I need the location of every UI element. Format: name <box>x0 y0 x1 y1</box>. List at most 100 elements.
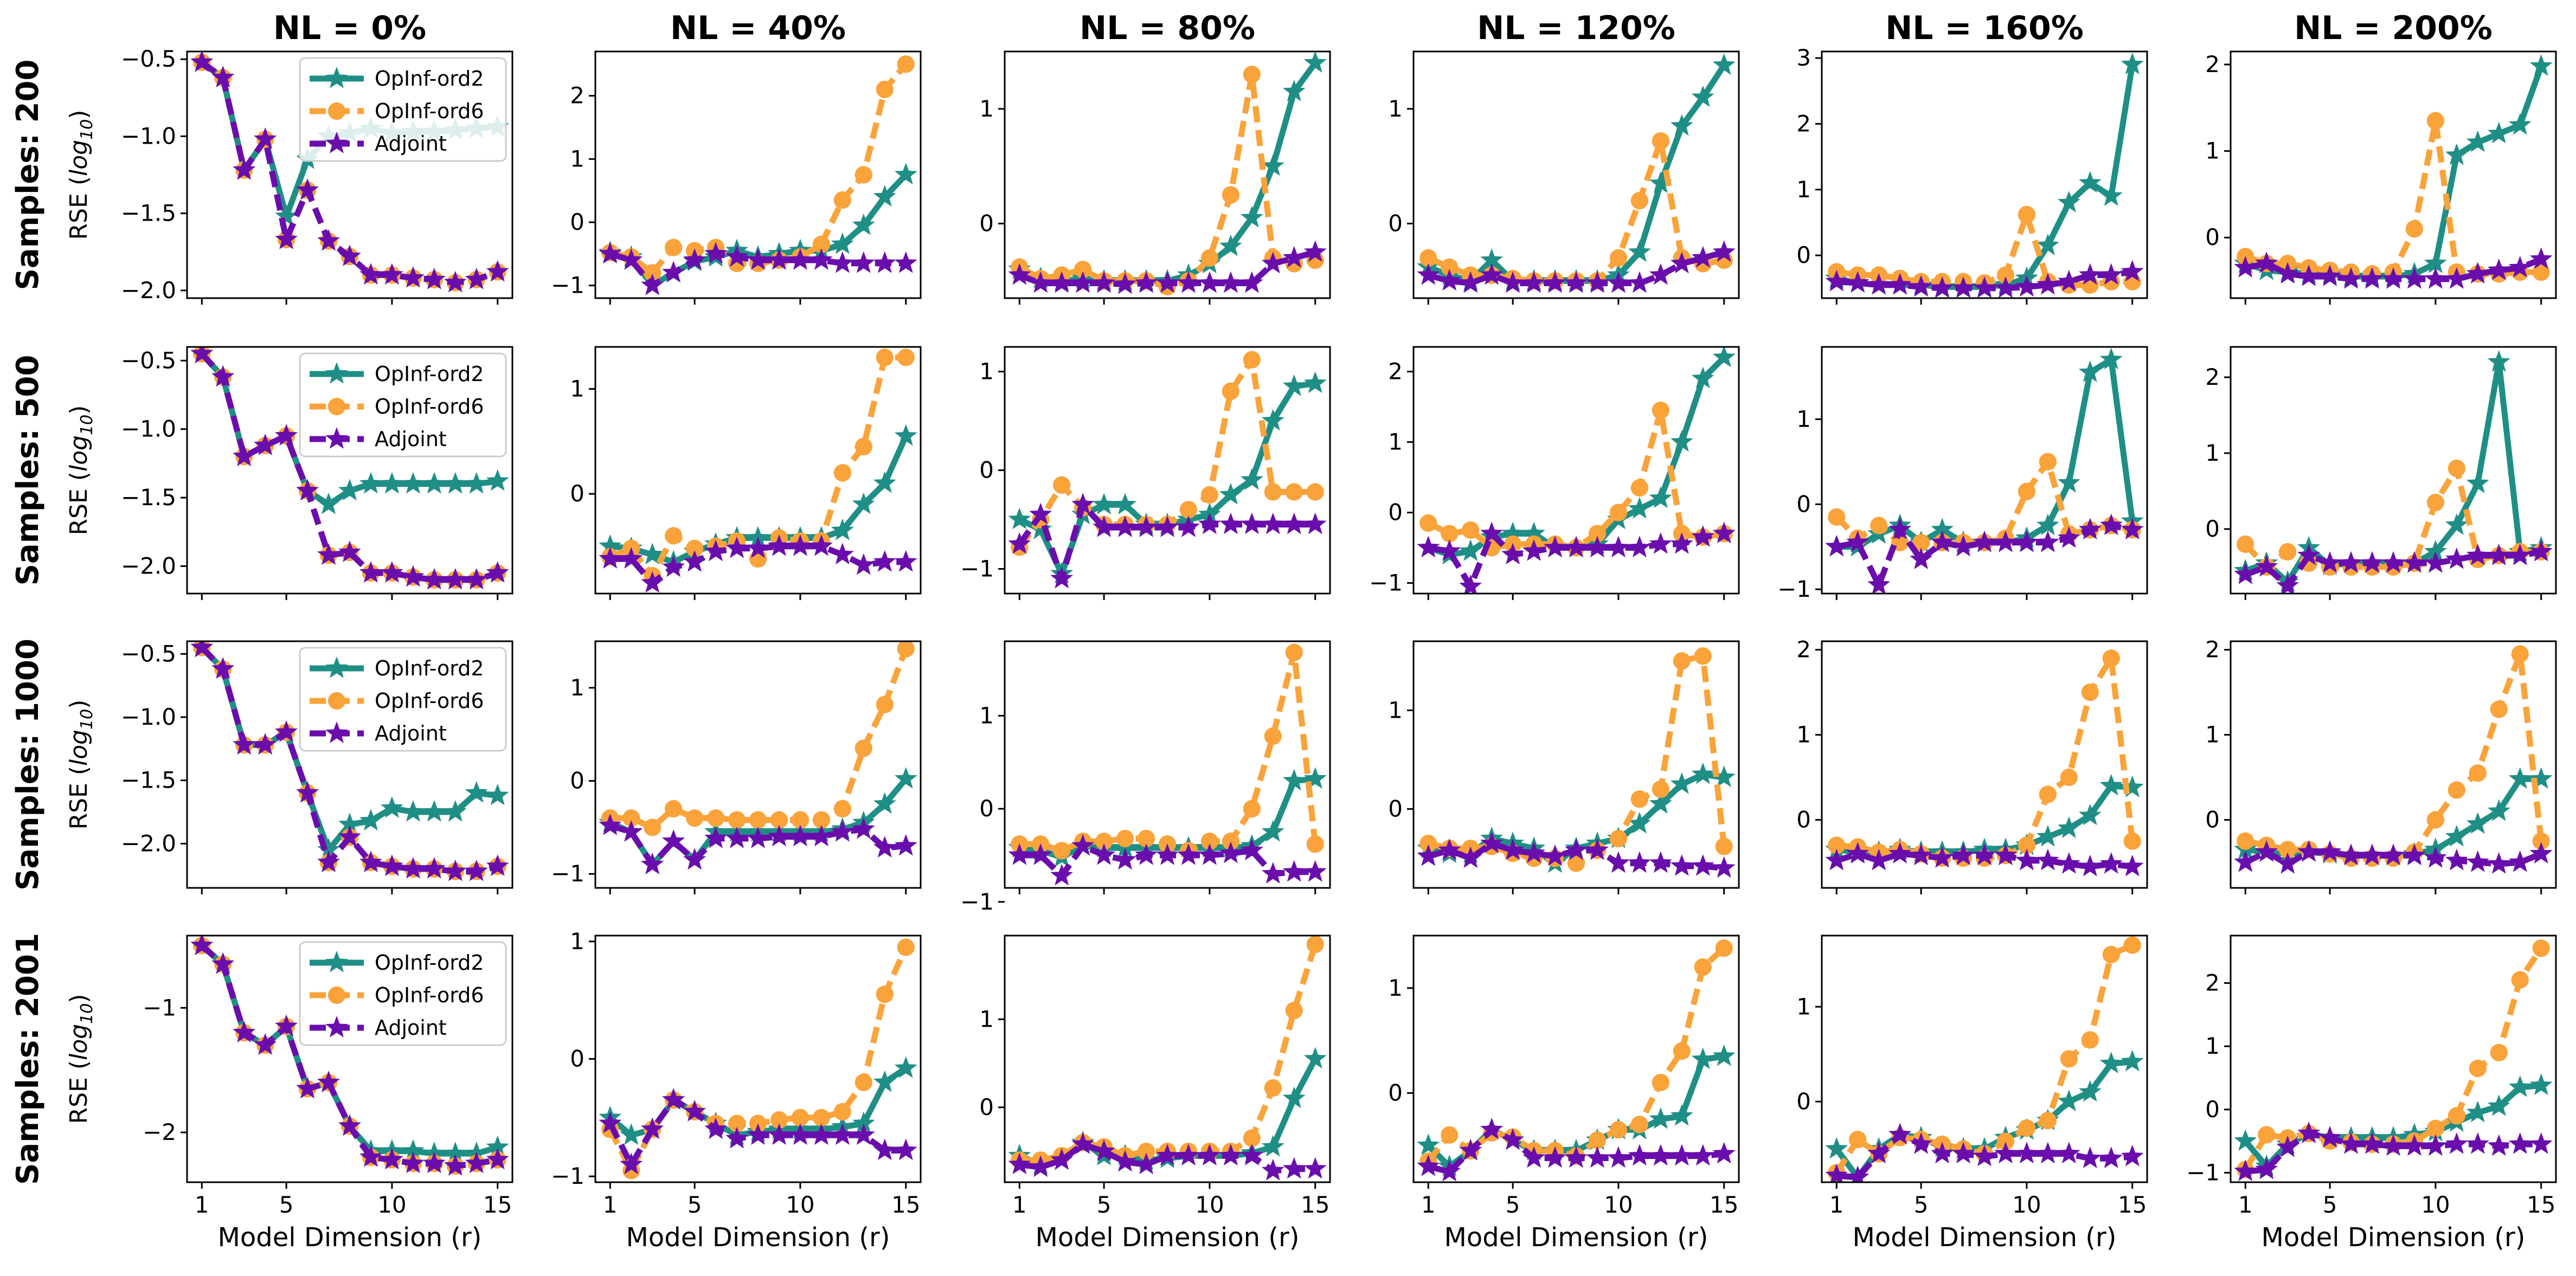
data-point <box>1306 936 1324 953</box>
y-tick-label: 1 <box>2205 138 2220 164</box>
data-point <box>1849 1131 1867 1149</box>
y-tick-label: 0 <box>2205 515 2220 542</box>
data-point <box>1523 521 1545 544</box>
data-point <box>1282 374 1306 396</box>
data-point <box>1994 530 2017 552</box>
data-point <box>1712 856 1736 878</box>
data-point <box>894 163 917 185</box>
y-tick-label: 1 <box>2205 1033 2220 1059</box>
data-point <box>1846 1165 1870 1182</box>
data-point <box>662 555 685 577</box>
y-tick-label: −1 <box>2186 1159 2220 1186</box>
data-point <box>1910 843 1932 866</box>
data-point <box>1093 843 1115 865</box>
data-point <box>704 827 727 848</box>
data-point <box>2255 1157 2278 1180</box>
data-point <box>1586 271 1609 293</box>
series-line-opinf-ord2 <box>2243 1082 2542 1170</box>
y-tick-label: 1 <box>570 928 584 955</box>
data-point <box>1501 1128 1524 1150</box>
y-tick-label: 0 <box>1796 1088 1811 1114</box>
subplot: −1 0 1 <box>551 640 922 894</box>
data-point <box>2037 233 2059 255</box>
data-point <box>275 424 298 446</box>
data-point <box>2099 513 2123 536</box>
data-point <box>770 1111 788 1129</box>
legend-label: Adjoint <box>375 721 447 745</box>
data-point <box>641 1117 664 1139</box>
data-point <box>2060 768 2078 787</box>
subplot: −2.0 −1.5 −1.0 −0.5 OpInf-ord2 OpInf-ord6 Adjo… <box>121 46 513 305</box>
data-point <box>2487 1094 2510 1116</box>
data-point <box>852 1123 875 1145</box>
data-point <box>2445 547 2468 569</box>
data-point <box>1200 833 1219 850</box>
data-point <box>1628 271 1651 293</box>
data-point <box>1264 727 1282 745</box>
data-point <box>1303 512 1327 534</box>
data-point <box>1931 846 1954 868</box>
data-point <box>2279 543 2297 561</box>
y-tick-label: 0 <box>979 795 994 822</box>
x-tick-label: 5 <box>2323 1191 2337 1218</box>
y-tick-label: 1 <box>1796 721 1811 748</box>
data-point <box>2382 843 2405 866</box>
data-point <box>2424 267 2447 289</box>
data-point <box>402 1151 425 1174</box>
data-point <box>894 424 917 446</box>
data-point <box>2121 775 2144 797</box>
subplot: −2.0 −1.5 −1.0 −0.5 OpInf-ord2 OpInf-ord6 Adjo… <box>121 640 513 894</box>
data-point <box>810 534 833 556</box>
data-point <box>2466 850 2489 872</box>
data-point <box>1586 1146 1609 1168</box>
column-title: NL = 40% <box>670 9 846 47</box>
data-point <box>1417 263 1440 285</box>
x-tick-label: 15 <box>1710 1191 1738 1218</box>
data-point <box>1670 1104 1693 1126</box>
y-tick-label: 2 <box>1796 110 1811 137</box>
data-point <box>897 55 915 73</box>
subplot: 0 1 2 <box>2205 346 2557 600</box>
x-tick-label: 5 <box>1914 1191 1929 1218</box>
data-point <box>1462 521 1480 539</box>
data-point <box>2445 143 2468 165</box>
data-point <box>317 492 340 514</box>
data-point <box>317 1071 340 1092</box>
data-point <box>1137 829 1155 848</box>
data-point <box>1071 493 1095 514</box>
plot-area <box>190 347 509 590</box>
data-point <box>1419 834 1437 853</box>
data-point <box>2037 1142 2059 1164</box>
data-point <box>706 809 725 827</box>
data-point <box>704 242 727 264</box>
data-point <box>2057 269 2080 292</box>
y-axis-label-sub: 10 <box>78 1003 97 1024</box>
data-point <box>685 539 704 557</box>
data-point <box>685 809 704 827</box>
data-point <box>1417 844 1440 866</box>
data-point <box>2057 852 2080 874</box>
data-point <box>1628 536 1651 558</box>
series-line-opinf-ord6 <box>610 647 909 830</box>
data-point <box>465 472 488 494</box>
data-point <box>2382 267 2405 289</box>
data-point <box>486 783 509 805</box>
data-point <box>1438 838 1461 860</box>
data-point <box>233 158 256 180</box>
data-point <box>444 568 467 590</box>
data-point <box>641 543 664 565</box>
data-point <box>1828 836 1846 854</box>
data-point <box>876 985 894 1003</box>
data-point <box>338 825 361 847</box>
data-point <box>2015 275 2038 297</box>
plot-area <box>2234 350 2553 594</box>
data-point <box>2297 1122 2321 1143</box>
data-point <box>2340 843 2362 866</box>
data-point <box>338 540 361 562</box>
data-point <box>1649 1144 1672 1166</box>
series-line-opinf-ord2 <box>1836 64 2136 290</box>
y-tick-label: 0 <box>1388 1079 1403 1106</box>
data-point <box>2078 1080 2102 1102</box>
data-point <box>1544 536 1566 558</box>
